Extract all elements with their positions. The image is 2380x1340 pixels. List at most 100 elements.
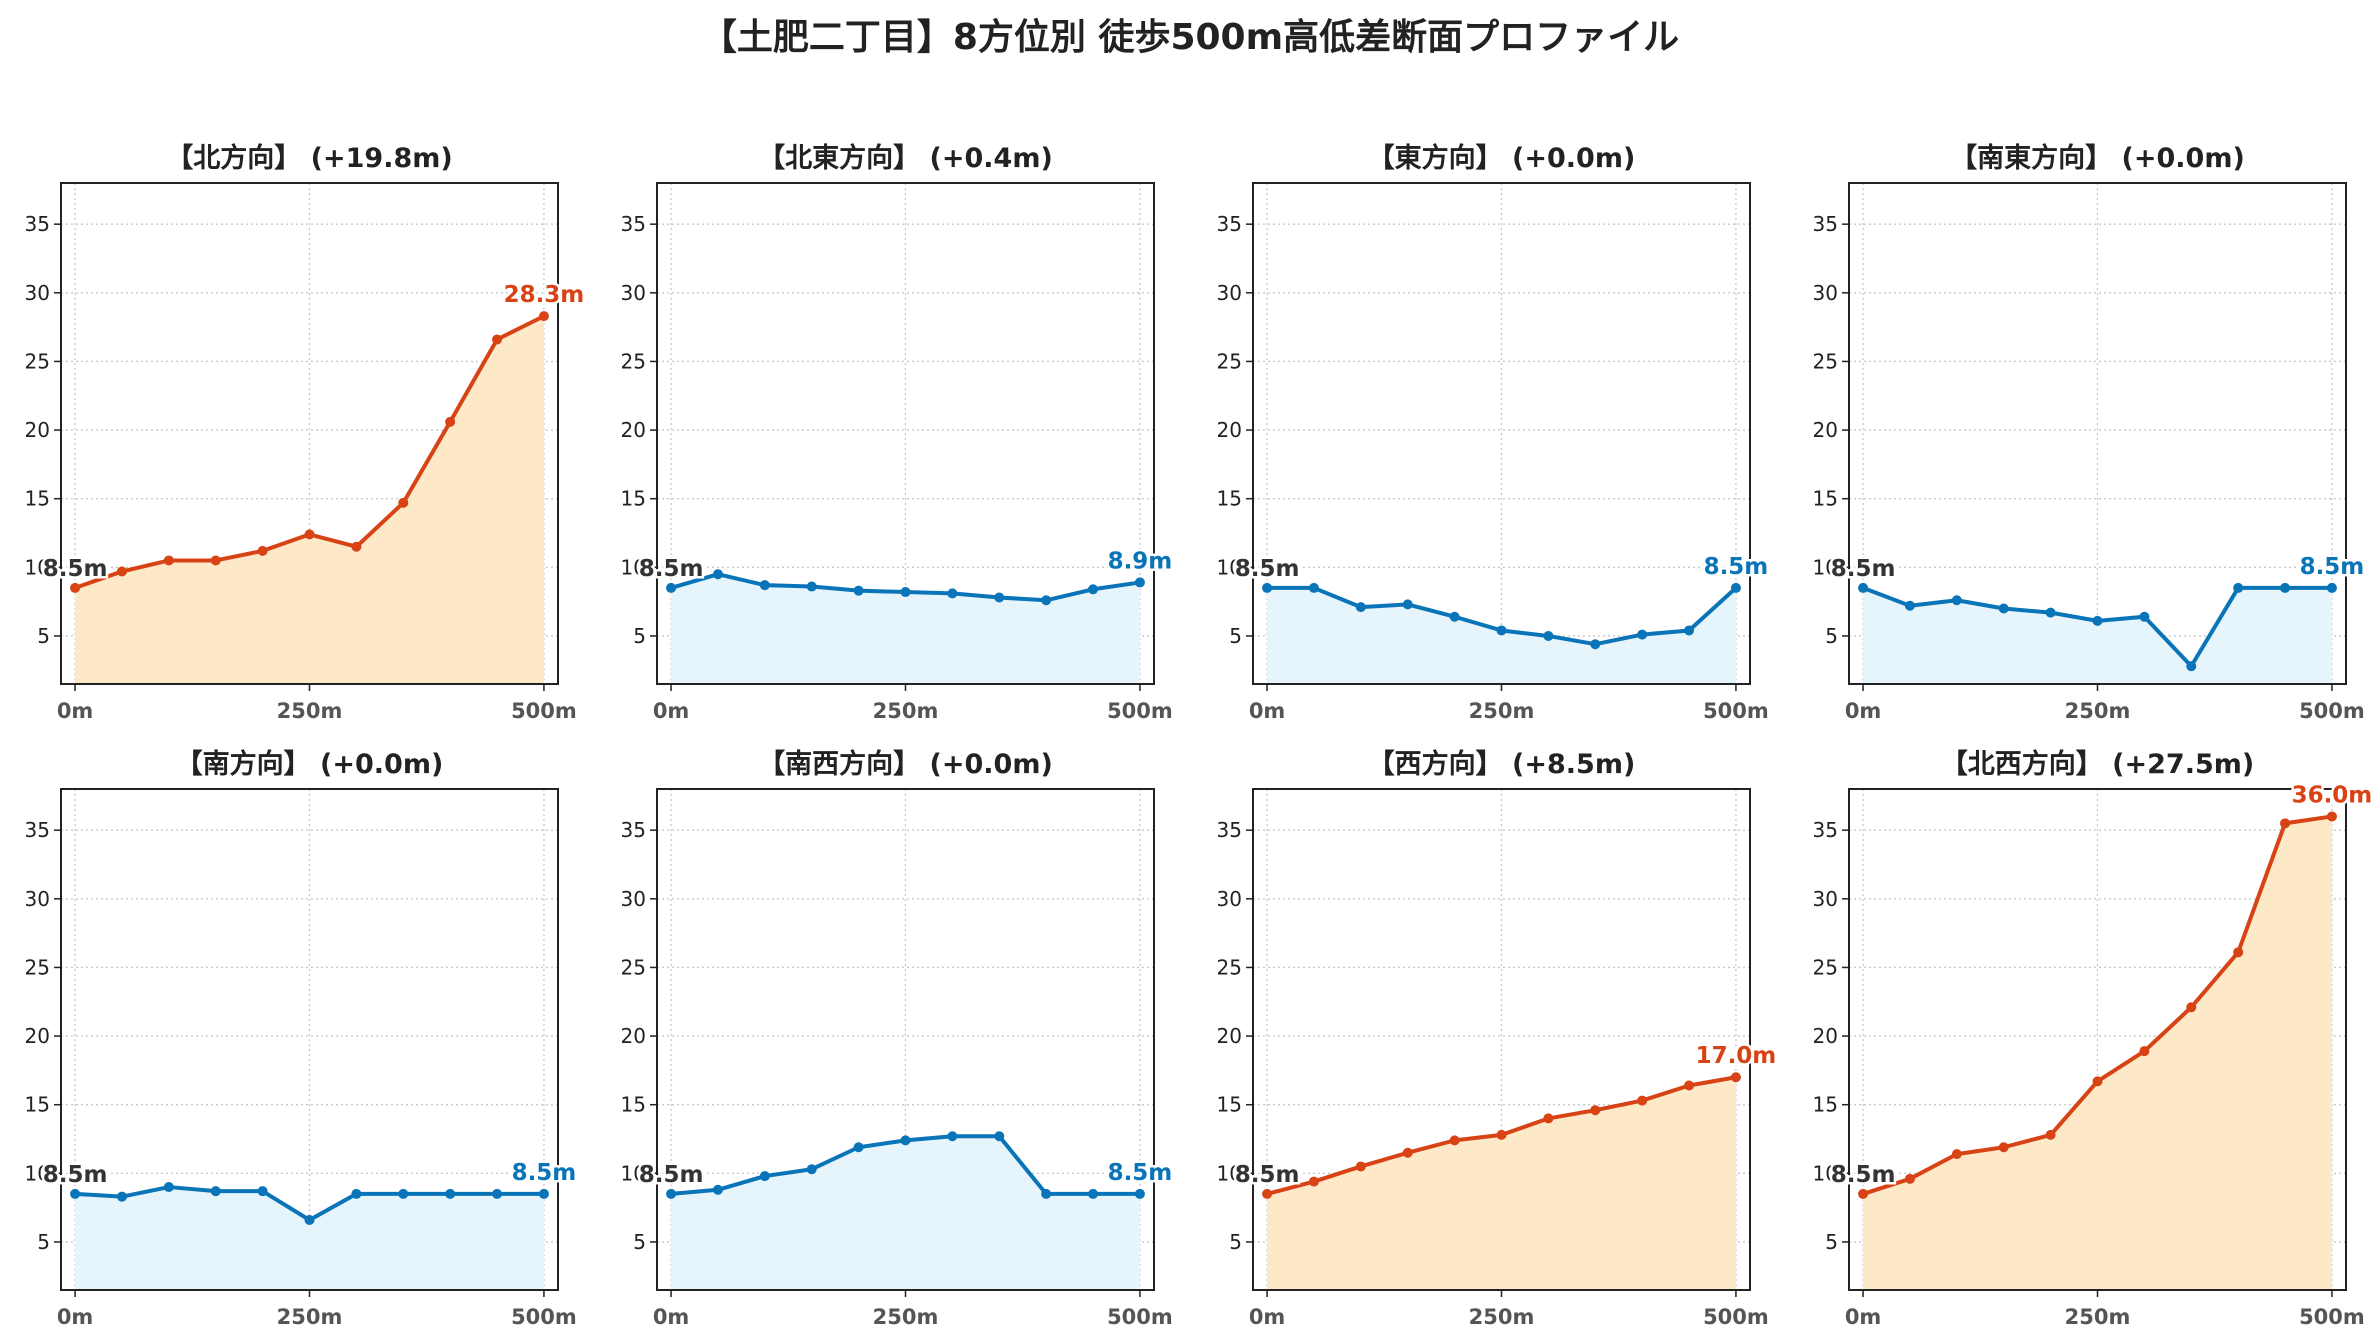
y-tick-label: 35 — [1217, 818, 1242, 842]
data-point — [2326, 582, 2337, 593]
subplot-title: 【北方向】 (+19.8m) — [166, 142, 452, 174]
x-tick-label: 500m — [1107, 699, 1173, 723]
data-point — [1904, 600, 1915, 611]
end-label: 8.5m — [512, 1160, 577, 1186]
y-tick-label: 25 — [621, 349, 646, 373]
end-label: 8.5m — [1108, 1160, 1173, 1186]
y-tick-label: 25 — [25, 349, 50, 373]
data-point — [1134, 1188, 1145, 1199]
data-point — [1402, 1147, 1413, 1158]
y-tick-label: 10 — [25, 555, 50, 579]
subplot-2: 【北東方向】 (+0.4m) 5 10 15 20 25 30 35 0m 250m 500m 8.5… — [621, 142, 1175, 723]
x-tick-label: 250m — [277, 1305, 343, 1329]
y-tick-label: 5 — [633, 624, 646, 648]
y-tick-label: 25 — [25, 955, 50, 979]
data-point — [1684, 625, 1695, 636]
data-point — [806, 581, 817, 592]
y-tick-label: 15 — [25, 487, 50, 511]
x-tick-label: 250m — [873, 699, 939, 723]
x-tick-label: 250m — [1469, 699, 1535, 723]
x-tick-label: 500m — [2299, 699, 2365, 723]
data-point — [445, 416, 456, 427]
y-tick-label: 30 — [1813, 281, 1838, 305]
data-point — [1590, 1105, 1601, 1116]
x-tick-label: 0m — [57, 1305, 94, 1329]
y-tick-label: 15 — [1217, 487, 1242, 511]
data-point — [351, 541, 362, 552]
start-label: 8.5m — [639, 1162, 704, 1188]
y-tick-label: 20 — [1813, 418, 1838, 442]
y-tick-label: 30 — [1217, 281, 1242, 305]
data-point — [1637, 1095, 1648, 1106]
data-point — [1998, 1142, 2009, 1153]
subplot-title: 【東方向】 (+0.0m) — [1368, 142, 1636, 174]
data-point — [1355, 1161, 1366, 1172]
area-fill — [75, 316, 544, 684]
data-point — [1904, 1173, 1915, 1184]
area-fill — [1267, 1077, 1736, 1290]
data-point — [210, 1186, 221, 1197]
data-point — [257, 545, 268, 556]
y-tick-label: 25 — [1813, 955, 1838, 979]
data-point — [2280, 818, 2291, 829]
data-point — [538, 311, 549, 322]
data-point — [116, 566, 127, 577]
y-tick-label: 30 — [1217, 887, 1242, 911]
data-point — [398, 497, 409, 508]
y-tick-label: 35 — [1813, 212, 1838, 236]
data-point — [1308, 1176, 1319, 1187]
y-tick-label: 5 — [1229, 1230, 1242, 1254]
data-point — [1543, 630, 1554, 641]
subplot-8: 【北西方向】 (+27.5m) 5 10 15 20 25 30 35 0m 250m 500m 8.… — [1813, 748, 2375, 1329]
y-tick-label: 20 — [621, 418, 646, 442]
y-tick-label: 5 — [633, 1230, 646, 1254]
data-point — [853, 585, 864, 596]
end-label: 28.3m — [504, 282, 585, 308]
y-tick-label: 15 — [1813, 1093, 1838, 1117]
x-tick-label: 250m — [2065, 699, 2131, 723]
y-tick-label: 10 — [1813, 1161, 1838, 1185]
data-point — [900, 1135, 911, 1146]
y-tick-label: 30 — [621, 281, 646, 305]
data-point — [994, 592, 1005, 603]
x-tick-label: 0m — [1249, 699, 1286, 723]
x-tick-label: 500m — [1703, 1305, 1769, 1329]
subplot-title: 【南方向】 (+0.0m) — [176, 748, 444, 780]
y-tick-label: 20 — [1217, 1024, 1242, 1048]
subplot-title: 【北東方向】 (+0.4m) — [758, 142, 1053, 174]
start-label: 8.5m — [1235, 1162, 1300, 1188]
x-tick-label: 250m — [1469, 1305, 1535, 1329]
start-label: 8.5m — [1831, 556, 1896, 582]
subplot-title: 【西方向】 (+8.5m) — [1368, 748, 1636, 780]
y-tick-label: 25 — [1217, 955, 1242, 979]
data-point — [1088, 1188, 1099, 1199]
y-tick-label: 10 — [621, 1161, 646, 1185]
area-fill — [671, 1136, 1140, 1290]
y-tick-label: 35 — [621, 818, 646, 842]
y-tick-label: 25 — [621, 955, 646, 979]
x-tick-label: 0m — [653, 699, 690, 723]
y-tick-label: 10 — [1217, 555, 1242, 579]
x-tick-label: 0m — [57, 699, 94, 723]
data-point — [1637, 629, 1648, 640]
data-point — [1684, 1080, 1695, 1091]
data-point — [712, 1184, 723, 1195]
data-point — [1998, 603, 2009, 614]
data-point — [2280, 582, 2291, 593]
data-point — [1262, 582, 1273, 593]
y-tick-label: 20 — [25, 418, 50, 442]
x-tick-label: 250m — [873, 1305, 939, 1329]
data-point — [2186, 1002, 2197, 1013]
end-label: 8.5m — [2300, 554, 2365, 580]
data-point — [116, 1191, 127, 1202]
data-point — [304, 529, 315, 540]
data-point — [2326, 811, 2337, 822]
x-tick-label: 500m — [511, 1305, 577, 1329]
data-point — [2045, 1129, 2056, 1140]
x-tick-label: 0m — [1845, 699, 1882, 723]
y-tick-label: 35 — [25, 818, 50, 842]
y-tick-label: 20 — [25, 1024, 50, 1048]
area-fill — [1267, 587, 1736, 684]
y-tick-label: 25 — [1217, 349, 1242, 373]
